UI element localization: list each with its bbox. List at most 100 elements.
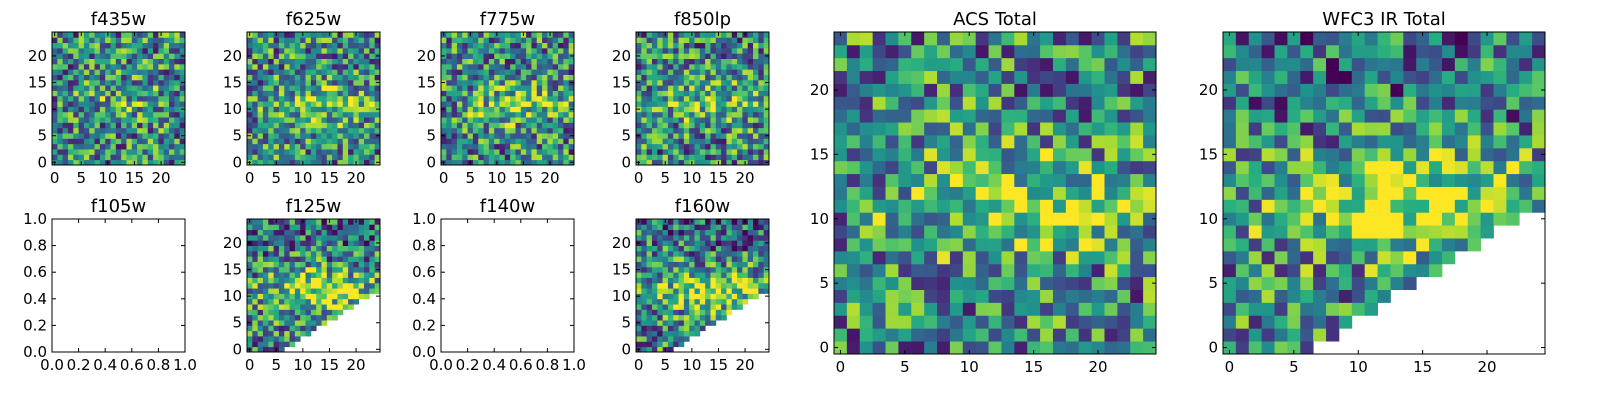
- heatmap-cell: [273, 229, 280, 236]
- heatmap-cell: [483, 138, 490, 145]
- heatmap-cell: [451, 127, 458, 134]
- heatmap-cell: [321, 117, 328, 123]
- heatmap-cell: [552, 53, 559, 59]
- heatmap-cell: [332, 245, 338, 252]
- heatmap-cell: [646, 304, 653, 310]
- heatmap-cell: [710, 74, 717, 81]
- heatmap-cell: [483, 32, 490, 38]
- heatmap-cell: [667, 74, 674, 81]
- heatmap-cell: [699, 122, 706, 129]
- heatmap-cell: [705, 74, 711, 81]
- heatmap-cell: [147, 127, 154, 134]
- heatmap-cell: [705, 250, 711, 257]
- heatmap-cell: [705, 117, 711, 123]
- heatmap-cell: [451, 79, 458, 86]
- y-tick-label: 5: [621, 314, 631, 332]
- heatmap-cell: [348, 85, 354, 91]
- heatmap-cell: [721, 266, 727, 273]
- heatmap-cell: [1130, 57, 1144, 72]
- heatmap-cell: [1104, 83, 1118, 97]
- heatmap-cell: [678, 341, 685, 348]
- heatmap-cell: [163, 122, 170, 129]
- heatmap-cell: [163, 63, 170, 70]
- heatmap-cell: [262, 63, 269, 70]
- heatmap-cell: [300, 106, 306, 113]
- heatmap-cell: [300, 282, 306, 289]
- heatmap-cell: [1104, 276, 1118, 290]
- heatmap-cell: [1078, 225, 1092, 239]
- heatmap-cell: [364, 240, 370, 246]
- heatmap-cell: [1235, 302, 1250, 316]
- heatmap-cell: [73, 74, 79, 81]
- heatmap-cell: [526, 37, 532, 44]
- heatmap-cell: [374, 85, 381, 91]
- heatmap-cell: [694, 298, 701, 305]
- heatmap-cell: [131, 53, 138, 59]
- heatmap-cell: [483, 101, 490, 107]
- heatmap-cell: [1313, 32, 1327, 46]
- heatmap-cell: [646, 309, 653, 316]
- heatmap-cell: [321, 309, 328, 316]
- heatmap-cell: [531, 138, 538, 145]
- heatmap-cell: [1377, 225, 1391, 239]
- heatmap-cell: [488, 149, 495, 155]
- heatmap-cell: [678, 325, 685, 332]
- heatmap-cell: [1248, 57, 1263, 72]
- heatmap-cell: [657, 90, 663, 97]
- heatmap-cell: [1338, 238, 1353, 252]
- heatmap-cell: [57, 90, 64, 97]
- heatmap-cell: [115, 111, 122, 118]
- heatmap-cell: [646, 69, 653, 75]
- heatmap-cell: [1248, 96, 1263, 110]
- heatmap-cell: [1091, 212, 1105, 226]
- heatmap-cell: [1480, 147, 1494, 162]
- heatmap-cell: [364, 58, 370, 65]
- heatmap-cell: [710, 159, 717, 166]
- heatmap-cell: [747, 229, 754, 236]
- heatmap-cell: [763, 47, 770, 54]
- heatmap-cell: [348, 154, 354, 161]
- heatmap-cell: [1143, 147, 1157, 162]
- heatmap-cell: [115, 74, 122, 81]
- heatmap-cell: [451, 37, 458, 44]
- heatmap-cell: [73, 127, 79, 134]
- heatmap-cell: [678, 288, 685, 294]
- heatmap-cell: [316, 42, 322, 49]
- heatmap-cell: [1326, 122, 1340, 136]
- heatmap-cell: [73, 133, 79, 139]
- heatmap-cell: [105, 53, 111, 59]
- heatmap-cell: [747, 133, 754, 139]
- heatmap-cell: [747, 261, 754, 268]
- heatmap-cell: [747, 250, 754, 257]
- heatmap-cell: [834, 109, 848, 123]
- heatmap-cell: [1027, 135, 1041, 149]
- heatmap-cell: [374, 272, 381, 278]
- heatmap-cell: [1506, 122, 1520, 136]
- heatmap-cell: [462, 37, 468, 44]
- heatmap-cell: [1390, 147, 1404, 162]
- heatmap-cell: [552, 154, 559, 161]
- heatmap-cell: [694, 229, 701, 236]
- heatmap-cell: [342, 256, 349, 262]
- heatmap-cell: [163, 127, 170, 134]
- heatmap-cell: [268, 330, 274, 337]
- heatmap-cell: [715, 90, 722, 97]
- heatmap-cell: [667, 79, 674, 86]
- heatmap-cell: [641, 37, 648, 44]
- heatmap-cell: [988, 315, 1002, 329]
- heatmap-cell: [646, 298, 653, 305]
- heatmap-cell: [94, 32, 101, 38]
- heatmap-cell: [846, 212, 861, 226]
- heatmap-cell: [67, 117, 74, 123]
- heatmap-cell: [678, 95, 685, 102]
- heatmap-cell: [1235, 32, 1250, 46]
- heatmap-cell: [504, 74, 511, 81]
- x-tick-label: 10: [98, 169, 117, 187]
- heatmap-cell: [451, 159, 458, 166]
- heatmap-cell: [348, 277, 354, 284]
- heatmap-cell: [278, 229, 285, 236]
- heatmap-cell: [147, 101, 154, 107]
- heatmap-cell: [988, 250, 1002, 265]
- heatmap-cell: [483, 127, 490, 134]
- heatmap-cell: [374, 229, 381, 236]
